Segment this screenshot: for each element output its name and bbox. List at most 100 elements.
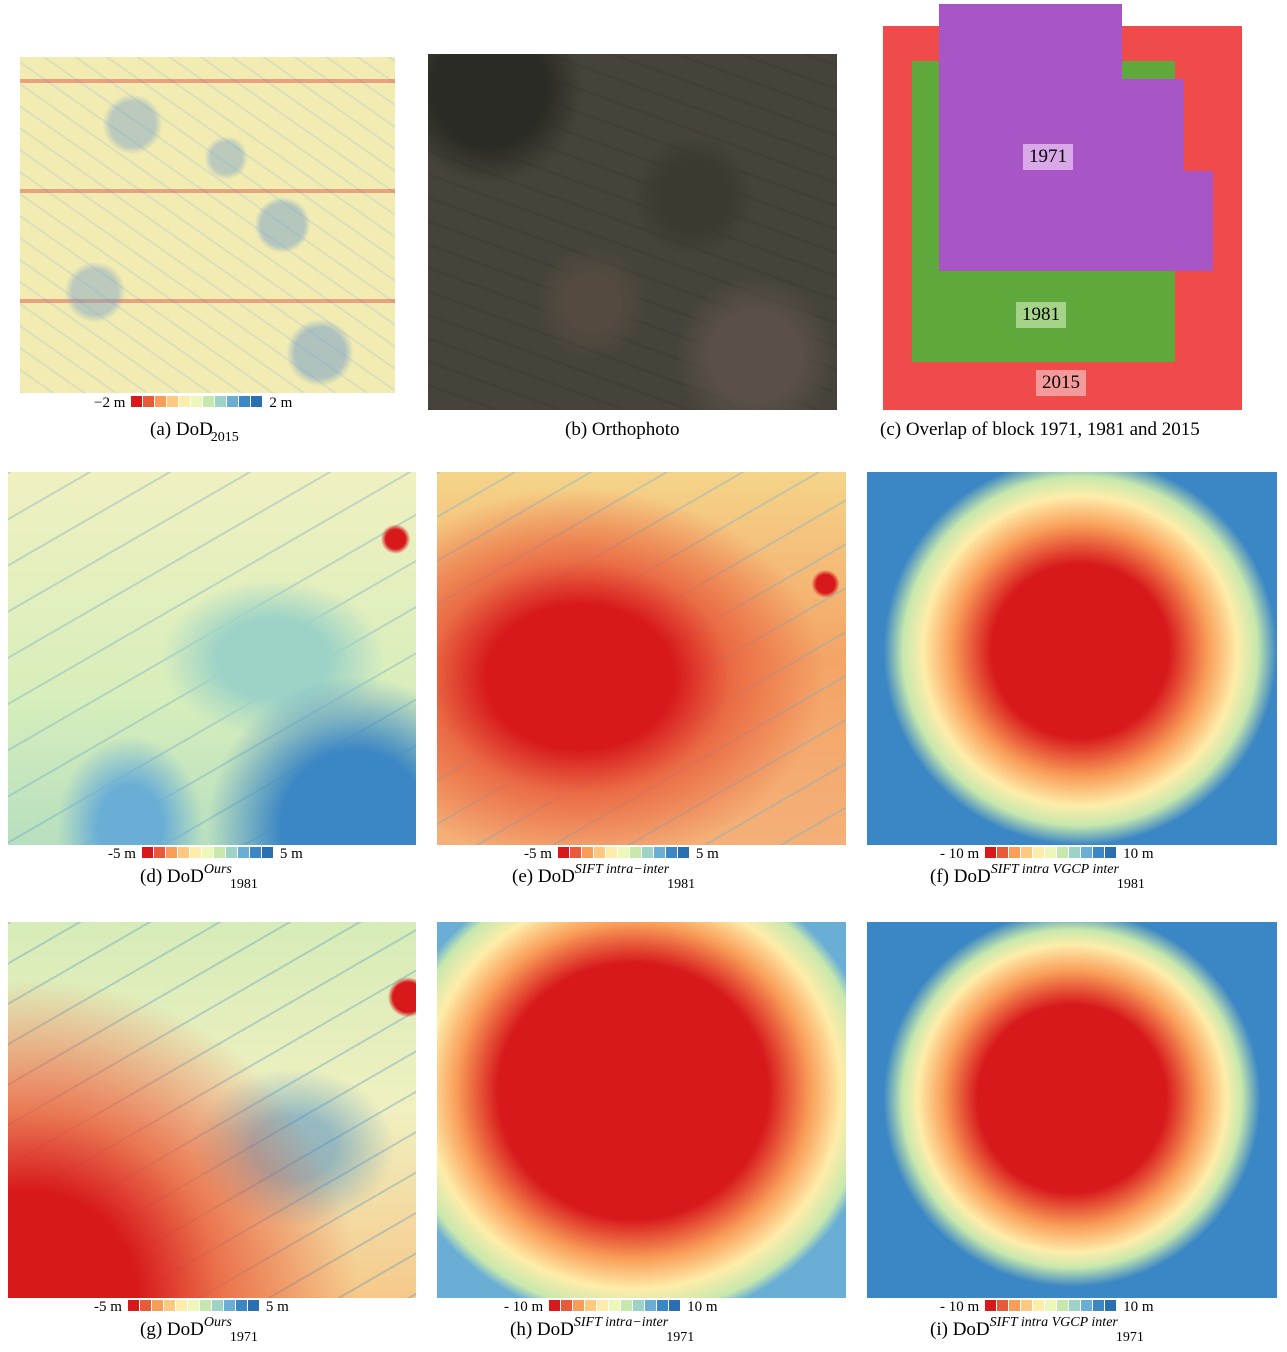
- colorbar-swatch: [227, 396, 239, 407]
- colorbar-swatch: [593, 847, 605, 858]
- caption-main: DoD: [537, 866, 575, 887]
- colorbar-swatch: [1033, 847, 1045, 858]
- caption-main: DoD: [175, 419, 213, 440]
- colorbar-swatch: [261, 847, 273, 858]
- colorbar-swatch: [557, 847, 569, 858]
- block-1971-bottom: [939, 171, 1213, 271]
- dod-2015-map: [20, 57, 395, 393]
- colorbar-swatch: [239, 396, 251, 407]
- colorbar-swatch: [213, 847, 225, 858]
- colorbar-swatch: [127, 1300, 139, 1311]
- colorbar-min: - 10 m: [940, 846, 980, 862]
- colorbar-swatch: [573, 1300, 585, 1311]
- colorbar-swatch: [549, 1300, 561, 1311]
- colorbar-swatch: [155, 396, 167, 407]
- colorbar-swatch: [139, 1300, 151, 1311]
- overlap-diagram: 1971 1981 2015: [883, 4, 1243, 410]
- caption-sub: 1981: [229, 877, 258, 892]
- colorbar-a: −2 m 2 m: [88, 395, 298, 412]
- caption-sup: SIFT intra−inter: [573, 1315, 669, 1330]
- caption-main: DoD: [166, 1319, 204, 1340]
- colorbar-swatch: [997, 1300, 1009, 1311]
- colorbar-swatch: [561, 1300, 573, 1311]
- colorbar-swatch: [175, 1300, 187, 1311]
- colorbar-min: - 10 m: [940, 1299, 980, 1315]
- colorbar-swatch: [1069, 1300, 1081, 1311]
- colorbar-swatch: [1093, 1300, 1105, 1311]
- caption-h: (h) DoDSIFT intra−inter1971: [510, 1315, 694, 1345]
- orthophoto-image: [428, 54, 837, 410]
- caption-sup: SIFT intra−inter: [574, 862, 670, 877]
- caption-sub: 1981: [667, 877, 696, 892]
- colorbar-swatch: [1045, 1300, 1057, 1311]
- colorbar-f: - 10 m 10 m: [934, 846, 1160, 863]
- colorbar-swatch: [657, 1300, 669, 1311]
- colorbar-swatch: [143, 396, 155, 407]
- colorbar-min: -5 m: [524, 846, 552, 862]
- colorbar-i: - 10 m 10 m: [934, 1299, 1160, 1316]
- colorbar-swatch: [1057, 1300, 1069, 1311]
- colorbar-swatch: [1105, 1300, 1117, 1311]
- colorbar-swatch: [167, 396, 179, 407]
- colorbar-swatch: [629, 847, 641, 858]
- colorbar-swatch: [163, 1300, 175, 1311]
- caption-i: (i) DoDSIFT intra VGCP inter1971: [930, 1315, 1144, 1345]
- colorbar-swatches: [549, 1299, 681, 1316]
- colorbar-swatches: [141, 846, 274, 863]
- colorbar-swatch: [677, 847, 689, 858]
- colorbar-max: 10 m: [1123, 846, 1154, 862]
- dod-1981-sift-vgcp-map: [867, 472, 1277, 845]
- colorbar-swatch: [203, 396, 215, 407]
- colorbar-swatch: [1057, 847, 1069, 858]
- colorbar-max: 5 m: [279, 846, 303, 862]
- colorbar-swatch: [189, 847, 201, 858]
- colorbar-swatch: [153, 847, 165, 858]
- colorbar-swatch: [1021, 1300, 1033, 1311]
- colorbar-swatch: [585, 1300, 597, 1311]
- colorbar-swatch: [1033, 1300, 1045, 1311]
- colorbar-swatch: [225, 847, 237, 858]
- colorbar-e: -5 m 5 m: [518, 846, 725, 863]
- colorbar-swatch: [201, 847, 213, 858]
- caption-main: DoD: [166, 866, 204, 887]
- colorbar-swatch: [669, 1300, 681, 1311]
- colorbar-swatch: [1069, 847, 1081, 858]
- colorbar-max: 5 m: [695, 846, 719, 862]
- colorbar-swatch: [251, 396, 263, 407]
- colorbar-swatch: [1009, 1300, 1021, 1311]
- colorbar-max: 5 m: [265, 1299, 289, 1315]
- caption-prefix: (f): [930, 866, 949, 887]
- caption-sup: SIFT intra VGCP inter: [990, 862, 1119, 877]
- dod-1981-sift-intra-inter-map: [437, 472, 846, 845]
- caption-sup: SIFT intra VGCP inter: [989, 1315, 1118, 1330]
- dod-1971-ours-map: [8, 922, 416, 1298]
- colorbar-swatch: [569, 847, 581, 858]
- colorbar-swatch: [165, 847, 177, 858]
- caption-g: (g) DoDOurs1971: [140, 1315, 258, 1345]
- caption-b: (b) Orthophoto: [565, 419, 680, 440]
- colorbar-swatch: [1093, 847, 1105, 858]
- dod-1971-sift-vgcp-map: [867, 922, 1277, 1298]
- colorbar-swatch: [215, 396, 227, 407]
- colorbar-swatch: [191, 396, 203, 407]
- colorbar-min: -5 m: [108, 846, 136, 862]
- colorbar-swatch: [997, 847, 1009, 858]
- colorbar-swatches: [985, 846, 1117, 863]
- colorbar-max: 10 m: [687, 1299, 718, 1315]
- label-1981: 1981: [1016, 302, 1066, 328]
- caption-f: (f) DoDSIFT intra VGCP inter1981: [930, 862, 1145, 892]
- caption-sub: 1981: [1116, 877, 1145, 892]
- colorbar-swatch: [985, 1300, 997, 1311]
- colorbar-swatch: [1021, 847, 1033, 858]
- colorbar-swatch: [641, 847, 653, 858]
- colorbar-min: - 10 m: [504, 1299, 544, 1315]
- colorbar-max: 10 m: [1123, 1299, 1154, 1315]
- colorbar-swatch: [645, 1300, 657, 1311]
- caption-sup: Ours: [203, 1315, 232, 1330]
- colorbar-swatch: [223, 1300, 235, 1311]
- colorbar-d: -5 m 5 m: [102, 846, 309, 863]
- colorbar-swatch: [1009, 847, 1021, 858]
- colorbar-swatch: [1081, 847, 1093, 858]
- colorbar-swatch: [665, 847, 677, 858]
- caption-c: (c) Overlap of block 1971, 1981 and 2015: [880, 419, 1200, 440]
